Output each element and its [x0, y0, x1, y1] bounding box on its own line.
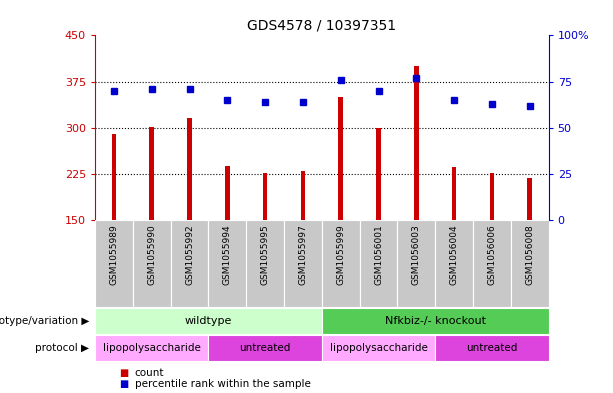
Text: GSM1055989: GSM1055989 — [109, 224, 118, 285]
Text: GSM1055992: GSM1055992 — [185, 224, 194, 285]
Bar — [112, 134, 116, 220]
Text: ■: ■ — [120, 368, 129, 378]
Bar — [150, 127, 154, 220]
Text: GSM1056003: GSM1056003 — [412, 224, 421, 285]
Text: untreated: untreated — [240, 343, 291, 353]
Text: lipopolysaccharide: lipopolysaccharide — [103, 343, 200, 353]
Bar — [170, 220, 208, 307]
Bar — [360, 220, 397, 307]
Bar — [473, 220, 511, 307]
Bar — [435, 335, 549, 361]
Bar — [511, 220, 549, 307]
Bar — [284, 220, 322, 307]
Text: GSM1055995: GSM1055995 — [261, 224, 270, 285]
Text: GSM1055999: GSM1055999 — [336, 224, 345, 285]
Text: GSM1056001: GSM1056001 — [374, 224, 383, 285]
Text: untreated: untreated — [466, 343, 517, 353]
Text: GSM1055994: GSM1055994 — [223, 224, 232, 285]
Bar — [376, 128, 381, 220]
Text: GSM1056008: GSM1056008 — [525, 224, 535, 285]
Bar — [95, 220, 133, 307]
Bar — [338, 97, 343, 220]
Text: GSM1056006: GSM1056006 — [487, 224, 497, 285]
Bar — [187, 119, 192, 220]
Bar — [263, 173, 267, 220]
Bar — [246, 220, 284, 307]
Bar — [208, 220, 246, 307]
Bar — [225, 166, 230, 220]
Text: GSM1056004: GSM1056004 — [449, 224, 459, 285]
Bar — [397, 220, 435, 307]
Text: ■: ■ — [120, 379, 129, 389]
Text: count: count — [135, 368, 164, 378]
Bar — [133, 220, 170, 307]
Bar — [414, 66, 419, 220]
Bar — [452, 167, 457, 220]
Bar — [95, 308, 322, 334]
Bar — [208, 335, 322, 361]
Bar — [490, 173, 494, 220]
Bar — [322, 220, 360, 307]
Text: Nfkbiz-/- knockout: Nfkbiz-/- knockout — [385, 316, 485, 326]
Text: GSM1055990: GSM1055990 — [147, 224, 156, 285]
Bar — [300, 171, 305, 220]
Bar — [435, 220, 473, 307]
Text: GSM1055997: GSM1055997 — [299, 224, 308, 285]
Text: protocol ▶: protocol ▶ — [35, 343, 89, 353]
Bar — [322, 335, 435, 361]
Text: genotype/variation ▶: genotype/variation ▶ — [0, 316, 89, 326]
Bar — [322, 308, 549, 334]
Text: wildtype: wildtype — [185, 316, 232, 326]
Bar — [95, 335, 208, 361]
Title: GDS4578 / 10397351: GDS4578 / 10397351 — [247, 19, 397, 33]
Text: percentile rank within the sample: percentile rank within the sample — [135, 379, 311, 389]
Bar — [527, 178, 532, 220]
Text: lipopolysaccharide: lipopolysaccharide — [330, 343, 427, 353]
